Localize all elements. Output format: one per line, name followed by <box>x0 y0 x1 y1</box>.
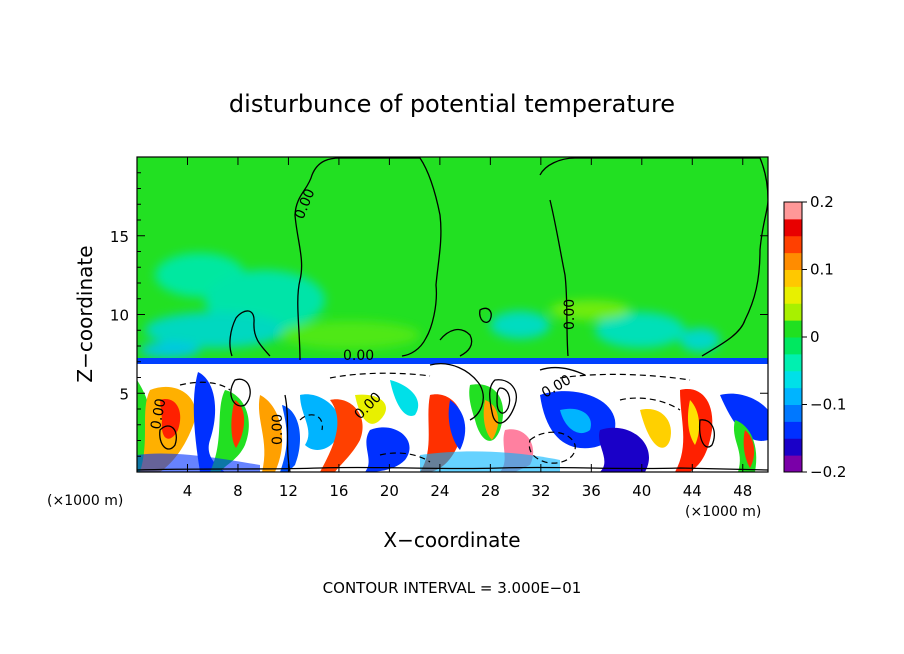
x-tick-label: 12 <box>279 482 298 500</box>
x-tick-label: 48 <box>733 482 752 500</box>
y-axis-label: Z−coordinate <box>73 245 97 382</box>
colorbar-swatch <box>784 337 802 355</box>
upper-anomalies <box>140 253 720 358</box>
colorbar <box>783 201 803 473</box>
colorbar-tick-label: 0 <box>810 328 820 346</box>
x-axis: 4 8 12 16 20 24 28 32 36 40 44 48 <box>183 157 752 500</box>
contour-label: 0.00 <box>562 299 578 330</box>
colorbar-swatch <box>784 421 802 439</box>
colorbar-swatch <box>784 202 802 220</box>
colorbar-tick-label: 0.2 <box>810 193 834 211</box>
colorbar-tick-label: 0.1 <box>810 261 834 279</box>
turbulent-layer <box>137 372 768 472</box>
y-tick-label: 15 <box>110 228 129 246</box>
colorbar-tick-label: −0.1 <box>810 396 846 414</box>
colorbar-tick-label: −0.2 <box>810 463 846 481</box>
x-tick-label: 32 <box>531 482 550 500</box>
colorbar-swatch <box>784 286 802 304</box>
x-tick-label: 20 <box>380 482 399 500</box>
x-tick-label: 16 <box>329 482 348 500</box>
x-tick-label: 36 <box>582 482 601 500</box>
colorbar-swatch <box>784 252 802 270</box>
colorbar-swatch <box>784 404 802 422</box>
x-tick-label: 40 <box>632 482 651 500</box>
colorbar-swatch <box>784 235 802 254</box>
colorbar-swatch <box>784 438 802 456</box>
dashed-contours <box>179 372 691 464</box>
x-tick-label: 4 <box>183 482 193 500</box>
y-axis: 5 10 15 <box>110 172 768 457</box>
chart-title: disturbunce of potential temperature <box>229 90 675 118</box>
colorbar-swatch <box>784 303 802 321</box>
contour-label: 0.00 <box>270 414 286 445</box>
colorbar-swatch <box>784 218 802 237</box>
contour-label: 0.00 <box>148 397 169 430</box>
x-tick-label: 8 <box>233 482 243 500</box>
x-tick-label: 28 <box>481 482 500 500</box>
plot-area: 0.00 0.00 0.00 0.00 0.00 0.00 0.00 <box>137 157 768 472</box>
x-tick-label: 24 <box>430 482 449 500</box>
colorbar-swatch <box>784 320 802 338</box>
inversion-band <box>137 358 768 364</box>
x-tick-label: 44 <box>683 482 702 500</box>
colorbar-swatch <box>784 353 802 372</box>
x-unit-right: (×1000 m) <box>685 504 761 520</box>
y-tick-label: 5 <box>119 385 129 403</box>
colorbar-swatch <box>784 387 802 405</box>
colorbar-swatch <box>784 455 802 473</box>
contour-label: 0.00 <box>343 348 374 364</box>
x-axis-label: X−coordinate <box>383 528 520 552</box>
colorbar-swatch <box>784 269 802 287</box>
contour-interval-note: CONTOUR INTERVAL = 3.000E−01 <box>323 579 582 597</box>
colorbar-ticks: 0.2 0.1 0 −0.1 −0.2 <box>802 193 846 481</box>
contour-lines <box>137 157 768 472</box>
y-tick-label: 10 <box>110 307 129 325</box>
x-unit-left: (×1000 m) <box>47 493 123 509</box>
colorbar-swatch <box>784 370 802 389</box>
